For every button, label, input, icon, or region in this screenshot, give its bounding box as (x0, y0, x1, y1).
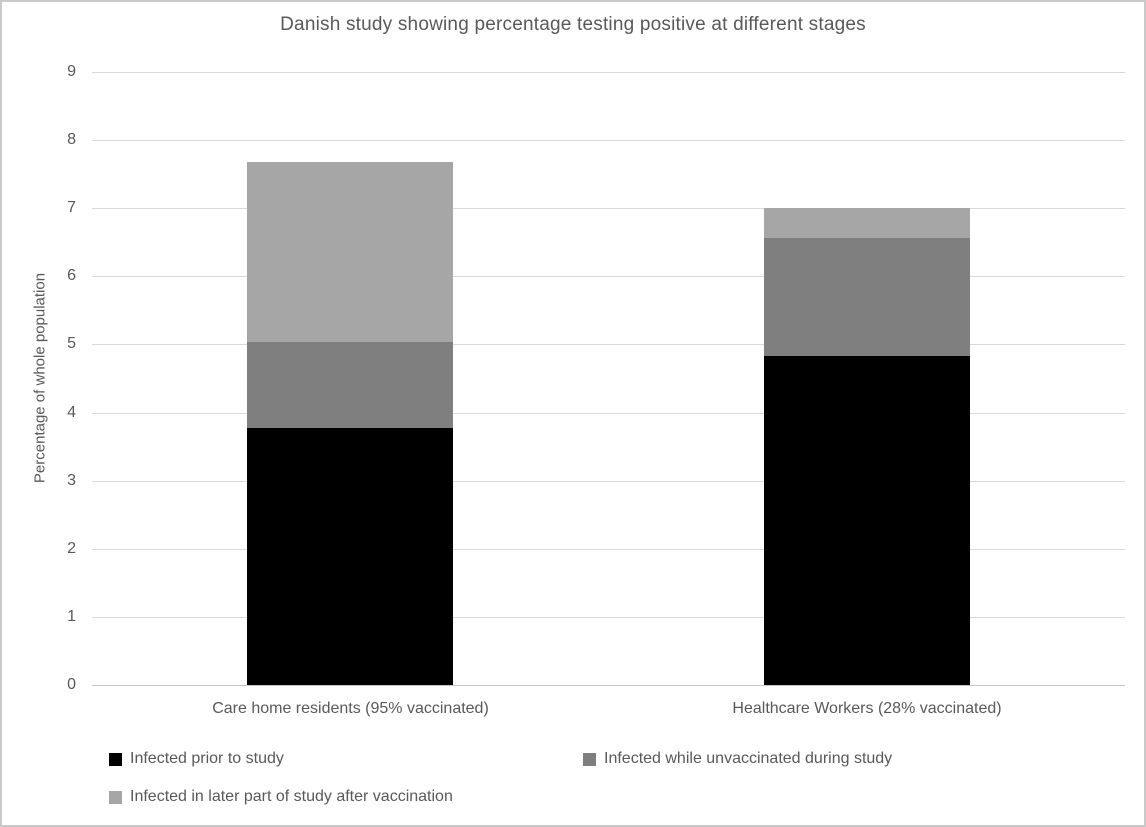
legend-label: Infected in later part of study after va… (130, 788, 453, 805)
legend-label: Infected while unvaccinated during study (604, 750, 893, 767)
bar-segment-series2 (247, 342, 454, 428)
y-tick-label: 7 (67, 199, 76, 217)
gridline-y6 (92, 276, 1125, 278)
chart-title: Danish study showing percentage testing … (280, 14, 866, 35)
y-tick-label: 0 (67, 676, 76, 693)
gridline-y5 (92, 344, 1125, 346)
y-tick-label: 3 (67, 471, 76, 489)
bar-segment-series2 (763, 238, 970, 357)
y-tick-label: 5 (67, 335, 76, 353)
y-axis-title: Percentage of whole population (31, 272, 49, 484)
legend-label: Infected prior to study (130, 750, 284, 767)
bar-segment-series3 (247, 161, 454, 343)
bar-segment-series1 (247, 427, 454, 685)
y-tick-label: 9 (67, 63, 76, 80)
legend-item-3: Infected in later part of study after va… (109, 786, 453, 808)
y-tick-label: 6 (67, 267, 76, 285)
x-category-label-1: Care home residents (95% vaccinated) (212, 700, 489, 717)
legend-marker-icon (583, 752, 596, 766)
gridline-y7 (92, 208, 1125, 210)
legend-marker-icon (109, 752, 122, 766)
plot-area (92, 72, 1125, 686)
bar-segment-series3 (763, 208, 970, 239)
y-tick-label: 2 (67, 539, 76, 557)
gridline-y0 (92, 685, 1125, 686)
bar-group-2 (763, 208, 970, 685)
legend-item-2: Infected while unvaccinated during study (583, 748, 892, 770)
bar-segment-series1 (763, 356, 970, 685)
gridline-y9 (92, 72, 1125, 73)
gridline-y4 (92, 412, 1125, 414)
gridline-y8 (92, 140, 1125, 142)
gridline-y2 (92, 548, 1125, 550)
gridline-y3 (92, 480, 1125, 482)
gridline-y1 (92, 616, 1125, 618)
y-tick-label: 1 (67, 607, 76, 625)
y-tick-label: 8 (67, 131, 76, 149)
bar-group-1 (247, 161, 454, 685)
x-category-label-2: Healthcare Workers (28% vaccinated) (732, 700, 1002, 717)
y-tick-label: 4 (67, 403, 76, 421)
legend-item-1: Infected prior to study (109, 748, 284, 770)
legend-marker-icon (109, 790, 122, 804)
